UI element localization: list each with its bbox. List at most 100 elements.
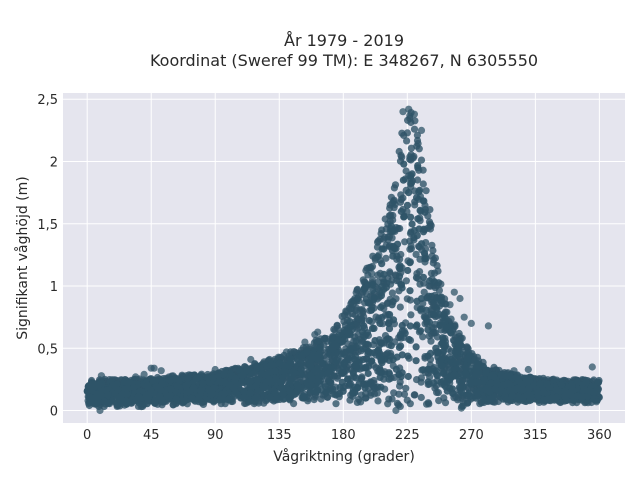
data-point — [406, 296, 414, 304]
data-point — [92, 400, 100, 408]
data-point — [353, 321, 361, 329]
data-point — [376, 366, 384, 374]
data-point — [434, 389, 442, 397]
data-point — [527, 396, 535, 404]
data-point — [224, 395, 232, 403]
data-point — [239, 371, 247, 379]
data-point — [386, 311, 394, 319]
data-point — [396, 303, 404, 311]
data-point — [152, 382, 160, 390]
data-point — [314, 337, 322, 345]
data-point — [172, 395, 180, 403]
data-point — [410, 391, 418, 399]
data-point — [195, 395, 203, 403]
outlier-point — [96, 406, 104, 415]
data-point — [407, 179, 416, 187]
data-point — [408, 220, 416, 228]
data-point — [519, 386, 527, 394]
data-point — [424, 378, 432, 386]
data-point — [397, 342, 405, 350]
data-point — [402, 277, 410, 285]
data-point — [319, 371, 327, 379]
data-point — [346, 318, 354, 326]
data-points — [83, 105, 603, 415]
data-point — [264, 385, 272, 394]
data-point — [561, 392, 569, 400]
data-point — [414, 215, 422, 223]
data-point — [340, 311, 349, 319]
data-point — [192, 374, 200, 383]
data-point — [271, 389, 279, 397]
chart-title-line2: Koordinat (Sweref 99 TM): E 348267, N 63… — [150, 51, 538, 70]
data-point — [358, 374, 366, 382]
data-point — [435, 286, 443, 294]
data-point — [290, 400, 298, 408]
data-point — [413, 136, 422, 145]
data-point — [447, 355, 455, 363]
data-point — [346, 329, 354, 337]
data-point — [231, 376, 239, 384]
data-point — [398, 327, 406, 335]
data-point — [317, 386, 325, 394]
x-tick-label: 90 — [207, 428, 224, 443]
data-point — [253, 393, 261, 401]
data-point — [406, 322, 414, 330]
data-point — [364, 299, 372, 307]
data-point — [407, 118, 415, 127]
outlier-point — [157, 367, 165, 375]
data-point — [262, 378, 271, 386]
data-point — [279, 390, 287, 398]
data-point — [377, 303, 385, 311]
outlier-point — [132, 373, 140, 381]
data-point — [346, 346, 354, 354]
data-point — [346, 396, 354, 404]
data-point — [584, 392, 592, 400]
data-point — [508, 392, 516, 400]
data-point — [380, 270, 388, 278]
data-point — [422, 314, 430, 322]
data-point — [378, 313, 386, 322]
data-point — [399, 176, 407, 184]
data-point — [463, 391, 471, 399]
data-point — [286, 355, 295, 363]
data-point — [184, 374, 192, 382]
data-point — [425, 218, 434, 226]
data-point — [387, 227, 396, 235]
data-point — [364, 369, 372, 378]
data-point — [246, 378, 254, 386]
x-tick-label: 45 — [143, 428, 160, 443]
data-point — [407, 228, 415, 236]
outlier-point — [484, 322, 492, 330]
data-point — [440, 377, 448, 385]
data-point — [285, 362, 293, 370]
data-point — [472, 378, 480, 386]
data-point — [340, 326, 348, 334]
data-point — [376, 373, 384, 381]
data-point — [473, 369, 481, 377]
data-point — [406, 259, 414, 267]
data-point — [578, 393, 587, 401]
data-point — [396, 382, 404, 390]
outlier-point — [450, 288, 458, 296]
data-point — [417, 295, 426, 303]
data-point — [267, 368, 275, 376]
y-tick-label: 1 — [50, 280, 58, 295]
data-point — [382, 254, 390, 262]
outlier-point — [282, 348, 290, 356]
data-point — [412, 343, 420, 351]
data-point — [313, 355, 321, 363]
data-point — [413, 194, 421, 202]
x-tick-label: 315 — [523, 428, 548, 443]
data-point — [455, 337, 463, 345]
data-point — [406, 400, 414, 408]
data-point — [391, 181, 400, 189]
data-point — [417, 327, 425, 335]
outlier-point — [314, 328, 322, 336]
data-point — [171, 375, 179, 383]
data-point — [167, 385, 175, 393]
data-point — [417, 156, 426, 164]
data-point — [280, 367, 288, 375]
data-point — [84, 382, 93, 390]
data-point — [406, 155, 414, 163]
data-point — [384, 400, 392, 408]
